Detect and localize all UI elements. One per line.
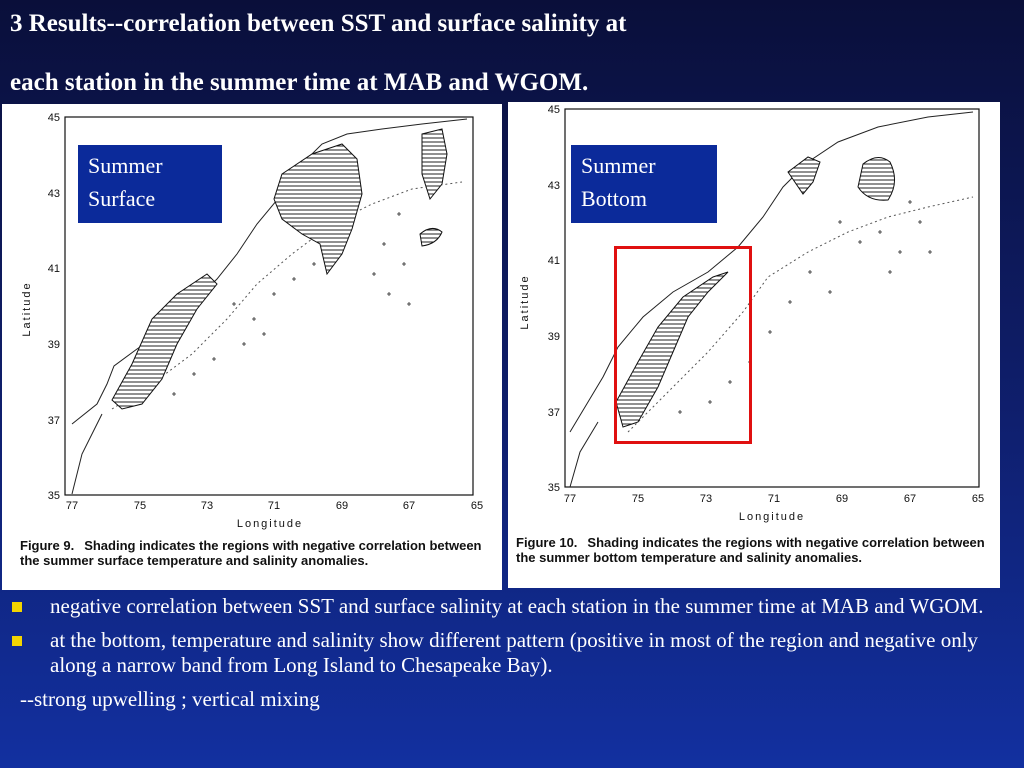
station-markers: [172, 212, 411, 396]
y-tick: 35: [548, 482, 560, 494]
y-tick: 39: [48, 339, 60, 351]
note-text: --strong upwelling ; vertical mixing: [20, 687, 320, 711]
shaded-region-north: [787, 156, 821, 195]
x-tick: 69: [336, 500, 348, 512]
summer-surface-label: Summer Surface: [78, 145, 222, 223]
y-tick: 45: [548, 104, 560, 116]
coastline: [71, 118, 468, 425]
shaded-region-band: [615, 271, 729, 428]
x-tick: 65: [471, 500, 483, 512]
x-tick: 77: [564, 493, 576, 505]
x-tick: 73: [700, 493, 712, 505]
y-tick: 39: [548, 331, 560, 343]
y-tick: 41: [48, 263, 60, 275]
x-tick: 77: [66, 500, 78, 512]
map-frame: [564, 108, 980, 488]
shaded-region-small: [419, 228, 443, 247]
y-axis-label: Latitude: [519, 274, 531, 329]
map-frame: [64, 116, 474, 496]
x-tick: 67: [904, 493, 916, 505]
x-axis-label: Longitude: [237, 518, 303, 530]
y-tick: 37: [548, 407, 560, 419]
y-tick: 37: [48, 415, 60, 427]
shelf-break: [111, 181, 463, 410]
bullet-square-icon: [12, 636, 22, 646]
bullet-item: at the bottom, temperature and salinity …: [12, 628, 1012, 678]
y-axis-label: Latitude: [21, 281, 33, 336]
shaded-region-oval: [857, 157, 895, 201]
shaded-region-mab: [111, 273, 218, 410]
x-tick: 71: [268, 500, 280, 512]
y-tick: 43: [48, 188, 60, 200]
x-tick: 71: [768, 493, 780, 505]
y-tick: 43: [548, 180, 560, 192]
x-tick: 73: [201, 500, 213, 512]
figure-9-caption: Figure 9. Shading indicates the regions w…: [20, 538, 482, 568]
x-tick: 69: [836, 493, 848, 505]
x-tick: 65: [972, 493, 984, 505]
slide-title-line-2: each station in the summer time at MAB a…: [10, 69, 589, 96]
bullet-square-icon: [12, 602, 22, 612]
x-axis-label: Longitude: [739, 511, 805, 523]
x-tick: 75: [632, 493, 644, 505]
x-tick: 67: [403, 500, 415, 512]
x-tick: 75: [134, 500, 146, 512]
station-markers: [678, 200, 932, 414]
summer-bottom-label: Summer Bottom: [571, 145, 717, 223]
highlight-box: [614, 246, 752, 444]
shaded-region-east: [421, 128, 448, 201]
y-tick: 45: [48, 112, 60, 124]
y-tick: 41: [548, 255, 560, 267]
figure-10-caption: Figure 10. Shading indicates the regions …: [516, 535, 985, 565]
bottom-map: 45 43 41 39 37 35 77 75 73 71 69 67 65 L…: [519, 104, 984, 523]
surface-map: 45 43 41 39 37 35 77 75 73 71 69 67 65 L…: [21, 112, 483, 530]
slide-title-line-1: 3 Results--correlation between SST and s…: [10, 10, 627, 37]
bullet-list: negative correlation between SST and sur…: [12, 594, 1012, 712]
y-tick: 35: [48, 490, 60, 502]
bullet-item: negative correlation between SST and sur…: [12, 594, 1012, 619]
figure-9-panel: 45 43 41 39 37 35 77 75 73 71 69 67 65 L…: [2, 104, 502, 590]
shaded-region-gom: [273, 143, 363, 276]
figure-10-panel: 45 43 41 39 37 35 77 75 73 71 69 67 65 L…: [508, 102, 1000, 588]
